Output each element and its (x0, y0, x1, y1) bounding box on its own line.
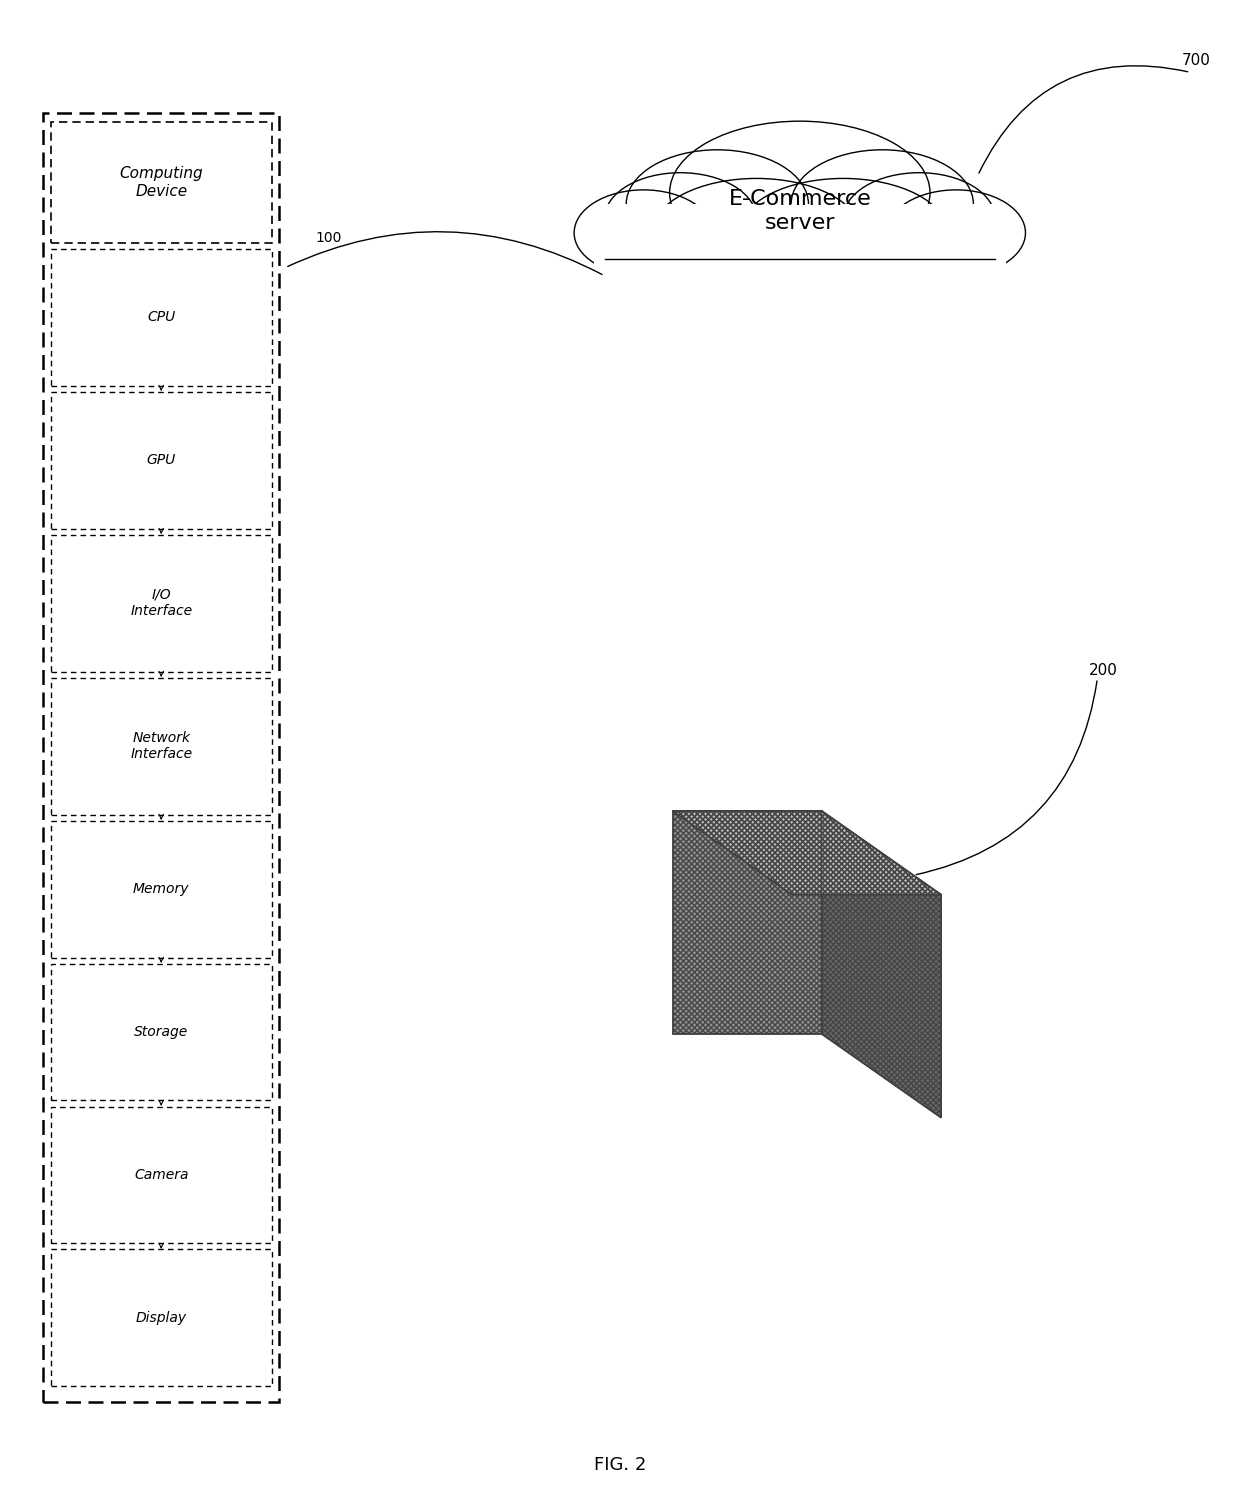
FancyBboxPatch shape (51, 535, 272, 672)
Text: Display: Display (135, 1311, 187, 1325)
FancyBboxPatch shape (51, 122, 272, 243)
FancyBboxPatch shape (594, 205, 1006, 297)
Text: E-Commerce
server: E-Commerce server (728, 190, 872, 232)
FancyBboxPatch shape (51, 249, 272, 386)
FancyBboxPatch shape (51, 392, 272, 529)
Text: FIG. 2: FIG. 2 (594, 1456, 646, 1474)
Ellipse shape (843, 173, 994, 264)
Text: 200: 200 (1089, 663, 1118, 678)
Text: Computing
Device: Computing Device (119, 166, 203, 199)
Text: Camera: Camera (134, 1168, 188, 1181)
Text: Memory: Memory (133, 882, 190, 897)
FancyBboxPatch shape (43, 113, 279, 1402)
Text: 100: 100 (315, 231, 342, 244)
Text: CPU: CPU (148, 310, 175, 324)
Polygon shape (822, 811, 941, 1118)
Text: Storage: Storage (134, 1025, 188, 1038)
Ellipse shape (574, 190, 713, 276)
Ellipse shape (670, 121, 930, 264)
Ellipse shape (791, 149, 973, 259)
Ellipse shape (887, 190, 1025, 276)
Ellipse shape (626, 149, 808, 259)
Text: Network
Interface: Network Interface (130, 731, 192, 761)
FancyBboxPatch shape (51, 820, 272, 957)
FancyBboxPatch shape (51, 1249, 272, 1386)
Text: I/O
Interface: I/O Interface (130, 588, 192, 618)
Polygon shape (672, 811, 941, 895)
Text: GPU: GPU (146, 454, 176, 467)
FancyBboxPatch shape (51, 963, 272, 1100)
FancyBboxPatch shape (51, 678, 272, 814)
Ellipse shape (739, 178, 947, 288)
FancyBboxPatch shape (51, 1106, 272, 1243)
Polygon shape (672, 811, 822, 1034)
Ellipse shape (605, 173, 756, 264)
Text: 700: 700 (1182, 53, 1211, 68)
Ellipse shape (652, 178, 861, 288)
